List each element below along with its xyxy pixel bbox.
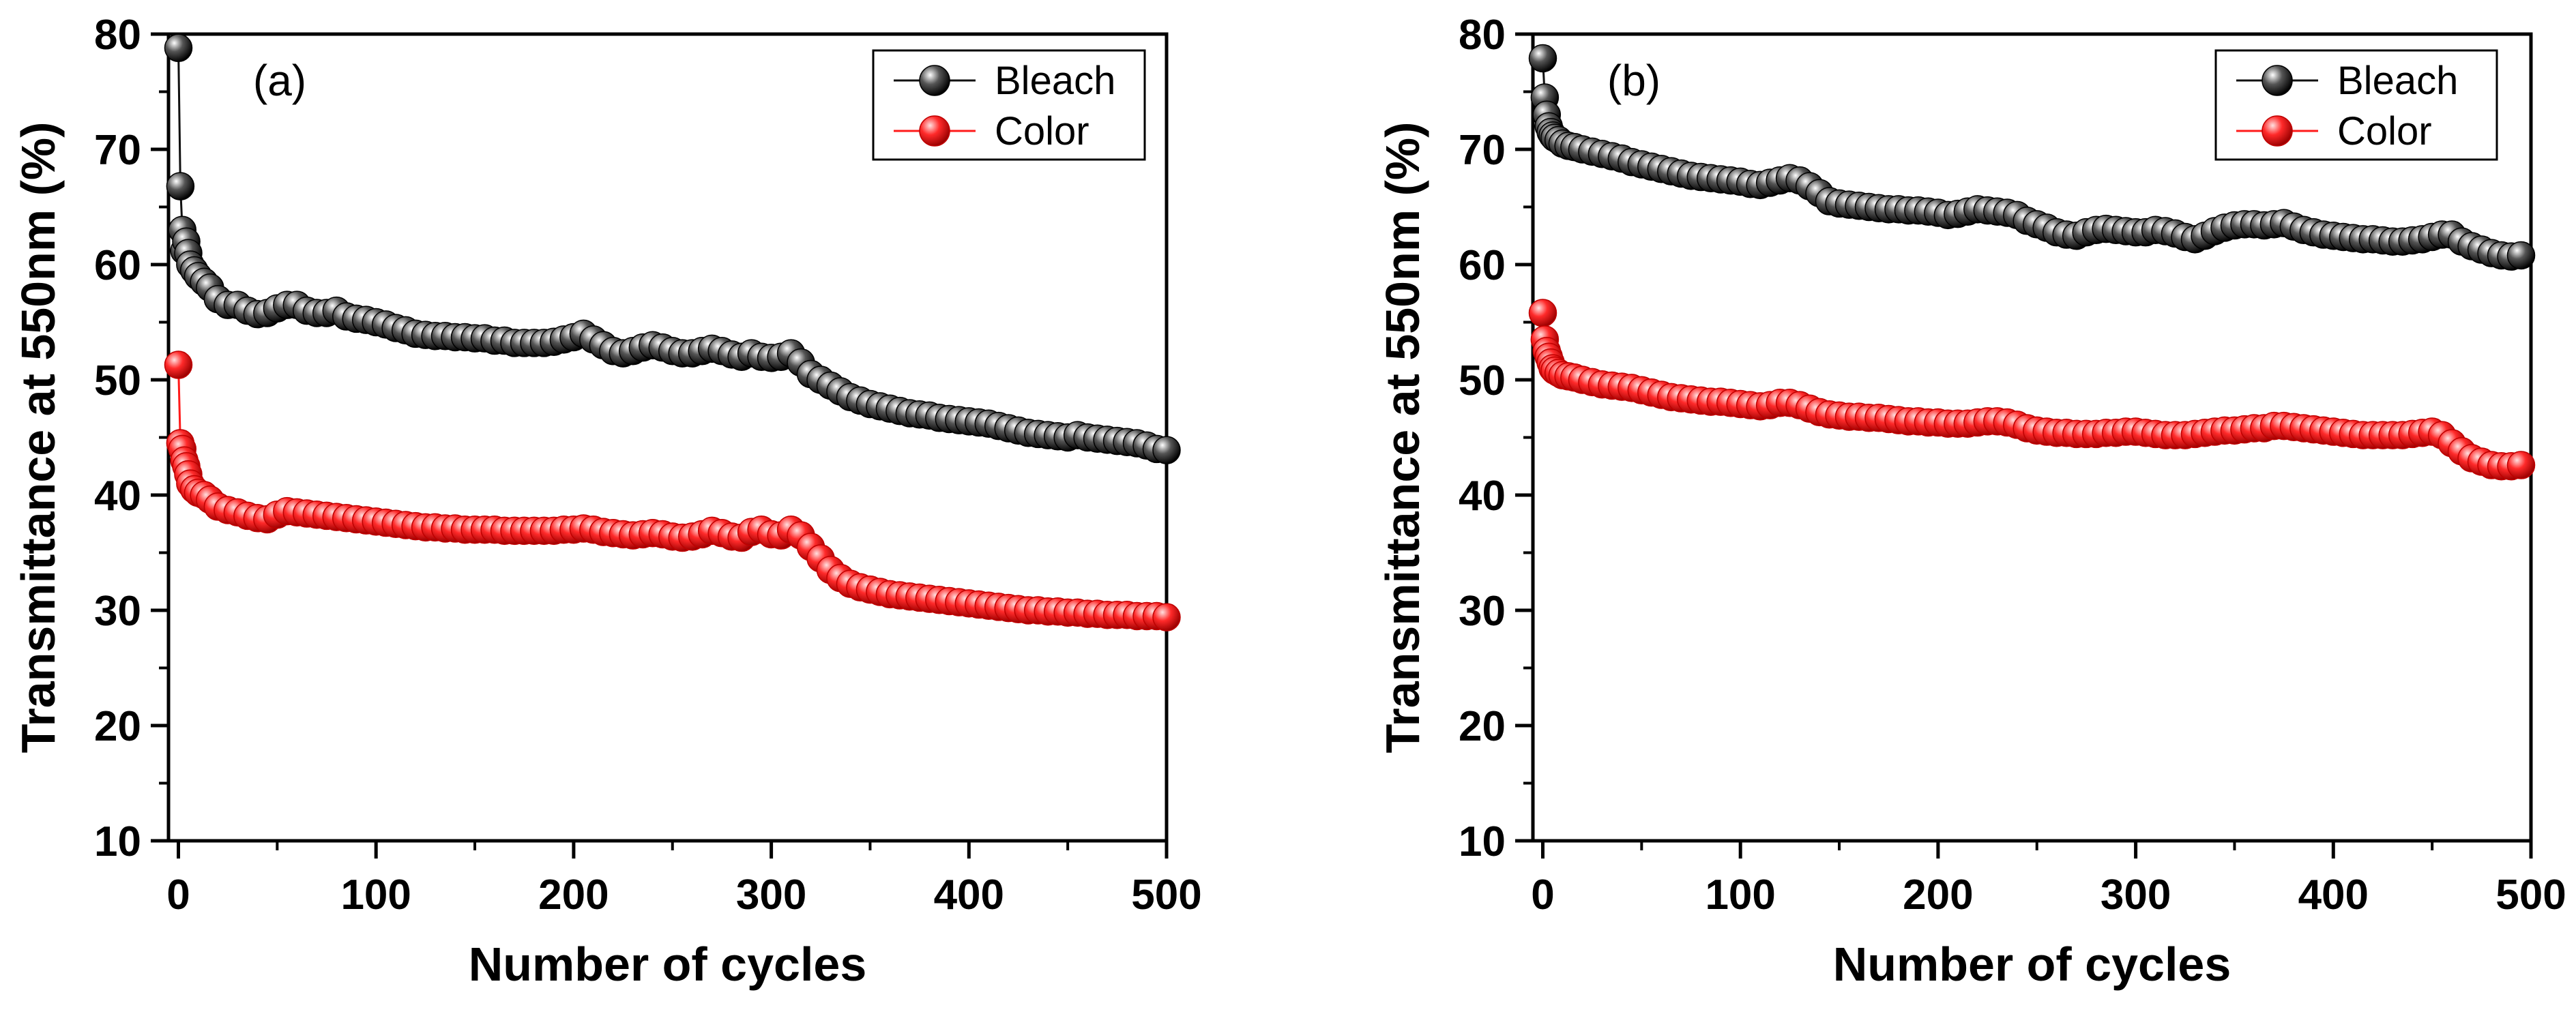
x-tick-label: 500 xyxy=(2496,871,2566,919)
y-tick-label: 30 xyxy=(94,588,141,635)
x-tick-label: 300 xyxy=(736,871,806,919)
x-tick-label: 400 xyxy=(2298,871,2369,919)
x-tick-label: 500 xyxy=(1131,871,1201,919)
legend-label-bleach: Bleach xyxy=(2337,59,2458,103)
legend-label-color: Color xyxy=(995,109,1089,153)
legend-label-bleach: Bleach xyxy=(995,59,1115,103)
y-tick-label: 40 xyxy=(1459,473,1506,520)
y-tick-label: 60 xyxy=(1459,242,1506,289)
legend: Bleach Color xyxy=(872,49,1146,161)
legend-box xyxy=(2214,49,2498,161)
y-tick-label: 60 xyxy=(94,242,141,289)
y-tick-label: 50 xyxy=(1459,357,1506,404)
series-bleach xyxy=(164,33,1181,464)
legend-box xyxy=(872,49,1146,161)
y-tick-label: 10 xyxy=(1459,818,1506,865)
y-tick-label: 70 xyxy=(1459,127,1506,174)
y-tick-label: 20 xyxy=(1459,703,1506,750)
data-point-color xyxy=(1152,603,1181,631)
x-tick-label: 400 xyxy=(934,871,1004,919)
x-tick-label: 300 xyxy=(2101,871,2171,919)
y-tick-label: 70 xyxy=(94,127,141,174)
y-tick-label: 10 xyxy=(94,818,141,865)
legend-marker-color xyxy=(919,115,950,147)
data-point-color xyxy=(1528,299,1557,327)
data-point-bleach xyxy=(1152,436,1181,464)
series-bleach xyxy=(1528,44,2536,271)
data-point-bleach xyxy=(164,33,193,63)
y-tick-label: 50 xyxy=(94,357,141,404)
panel-label: (a) xyxy=(253,56,306,105)
series-color xyxy=(1528,299,2536,481)
data-point-bleach xyxy=(1528,44,1557,73)
legend-marker-bleach xyxy=(919,65,950,96)
legend-label-color: Color xyxy=(2337,109,2432,153)
x-tick-label: 100 xyxy=(1705,871,1775,919)
series-color xyxy=(164,351,1181,631)
chart-panel-1: 0 100 200 300 400 500 10 20 30 40 50 60 70 80 Number o… xyxy=(12,12,1202,991)
data-point-color xyxy=(2506,451,2536,479)
y-tick-label: 80 xyxy=(1459,12,1506,59)
data-point-bleach xyxy=(166,172,195,200)
y-axis-title: Transmittance at 550nm (%) xyxy=(1376,122,1429,754)
x-tick-label: 100 xyxy=(340,871,411,919)
y-tick-label: 20 xyxy=(94,703,141,750)
panel-label: (b) xyxy=(1607,56,1660,105)
x-axis-title: Number of cycles xyxy=(1833,938,2231,991)
data-point-bleach xyxy=(2506,241,2536,270)
legend-marker-bleach xyxy=(2262,65,2293,96)
legend-marker-color xyxy=(2262,115,2293,147)
y-axis-title: Transmittance at 550nm (%) xyxy=(12,122,65,754)
legend: Bleach Color xyxy=(2214,49,2498,161)
x-tick-label: 200 xyxy=(1903,871,1973,919)
x-tick-label: 0 xyxy=(166,871,190,919)
data-point-color xyxy=(164,351,193,379)
y-tick-label: 80 xyxy=(94,12,141,59)
y-tick-label: 30 xyxy=(1459,588,1506,635)
x-tick-label: 200 xyxy=(538,871,609,919)
y-tick-label: 40 xyxy=(94,473,141,520)
x-axis-title: Number of cycles xyxy=(469,938,867,991)
series-line-color xyxy=(177,364,1167,618)
chart-panel-2: 0 100 200 300 400 500 10 20 30 40 50 60 70 80 Number o… xyxy=(1376,12,2566,991)
x-tick-label: 0 xyxy=(1531,871,1554,919)
